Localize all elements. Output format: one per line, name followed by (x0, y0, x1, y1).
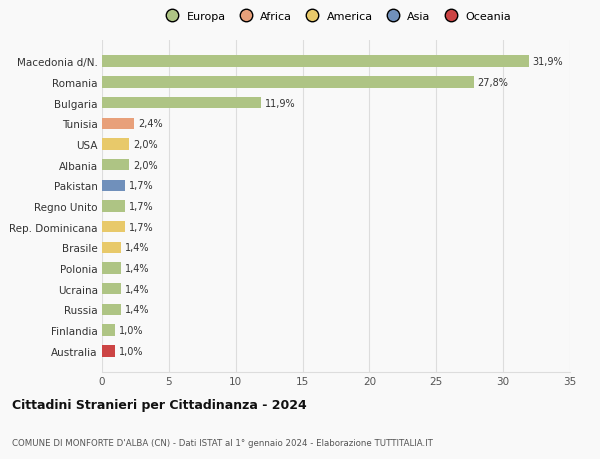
Text: 11,9%: 11,9% (265, 98, 296, 108)
Bar (102, 201, 125, 212)
Bar (102, 222, 125, 233)
Text: 31,9%: 31,9% (533, 57, 563, 67)
Text: 1,7%: 1,7% (129, 222, 154, 232)
Text: 2,0%: 2,0% (133, 140, 157, 150)
Text: 1,0%: 1,0% (119, 346, 144, 356)
Text: 2,0%: 2,0% (133, 160, 157, 170)
Bar (102, 118, 134, 129)
Bar (102, 284, 121, 295)
Bar (102, 160, 129, 171)
Bar (102, 139, 129, 150)
Bar (102, 98, 261, 109)
Text: 2,4%: 2,4% (138, 119, 163, 129)
Bar (102, 77, 474, 88)
Bar (102, 180, 125, 191)
Text: 1,4%: 1,4% (125, 243, 149, 253)
Text: 1,4%: 1,4% (125, 263, 149, 274)
Text: 1,4%: 1,4% (125, 305, 149, 315)
Text: 1,7%: 1,7% (129, 181, 154, 191)
Bar (102, 325, 115, 336)
Bar (102, 304, 121, 315)
Text: 1,4%: 1,4% (125, 284, 149, 294)
Bar (102, 242, 121, 253)
Bar (102, 56, 529, 67)
Bar (102, 346, 115, 357)
Legend: Europa, Africa, America, Asia, Oceania: Europa, Africa, America, Asia, Oceania (157, 7, 515, 26)
Text: 1,7%: 1,7% (129, 202, 154, 212)
Text: Cittadini Stranieri per Cittadinanza - 2024: Cittadini Stranieri per Cittadinanza - 2… (12, 398, 307, 412)
Bar (102, 263, 121, 274)
Text: 1,0%: 1,0% (119, 325, 144, 336)
Text: COMUNE DI MONFORTE D'ALBA (CN) - Dati ISTAT al 1° gennaio 2024 - Elaborazione TU: COMUNE DI MONFORTE D'ALBA (CN) - Dati IS… (12, 438, 433, 447)
Text: 27,8%: 27,8% (478, 78, 509, 88)
